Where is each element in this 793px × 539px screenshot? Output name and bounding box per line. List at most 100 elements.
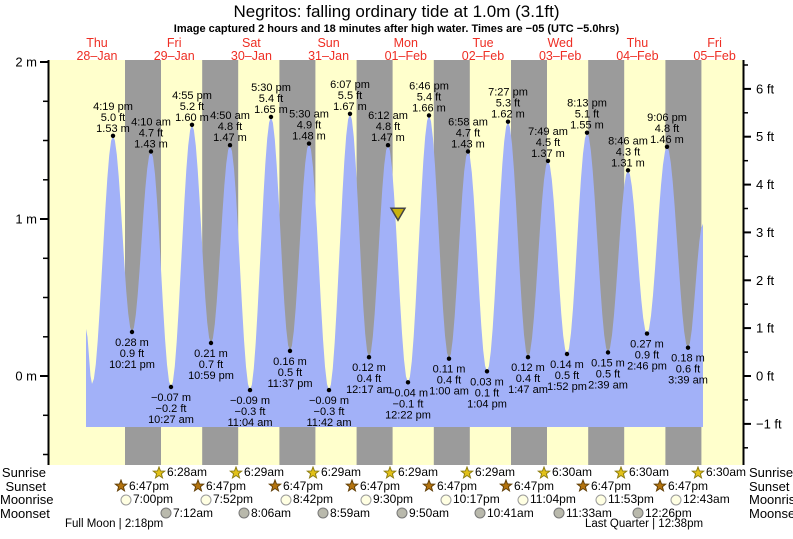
- sunrise-icon: [460, 465, 474, 480]
- sunset-icon: [576, 479, 590, 493]
- sunrise-time: 6:29am: [398, 465, 439, 479]
- sunset-time: 6:47pm: [591, 478, 632, 493]
- high-tide-label: 4:50 am 4.8 ft 1.47 m: [210, 110, 250, 144]
- high-tide-point: [385, 143, 391, 148]
- high-tide-point: [505, 119, 511, 124]
- moonrise-time: 11:53pm: [608, 492, 654, 506]
- high-tide-label: 5:30 pm 5.4 ft 1.65 m: [251, 82, 291, 116]
- moonset-time: 11:33am: [566, 505, 612, 520]
- day-label: Mon 01–Feb: [385, 36, 427, 63]
- right-axis-tick-label: 2 ft: [756, 273, 774, 288]
- sunset-row-label-left: Sunset: [5, 478, 46, 494]
- moonrise-icon: [360, 494, 372, 506]
- moonset-entry: 7:12am: [160, 506, 213, 520]
- sunset-row-label-right: Sunset: [749, 478, 790, 494]
- sunrise-entry: 6:29am: [460, 465, 515, 480]
- low-tide-label: 0.03 m 0.1 ft 1:04 pm: [467, 376, 507, 410]
- low-tide-label: 0.16 m 0.5 ft 11:37 pm: [267, 356, 312, 390]
- high-tide-label: 7:49 am 4.5 ft 1.37 m: [528, 126, 568, 160]
- high-tide-label: 6:12 am 4.8 ft 1.47 m: [368, 110, 408, 144]
- low-tide-point: [685, 345, 691, 350]
- moonset-row-label-right: Moonset: [749, 505, 793, 521]
- sunset-icon: [191, 479, 205, 493]
- sunset-entry: 6:47pm: [345, 478, 401, 493]
- moonrise-entry: 11:04pm: [517, 493, 576, 506]
- right-axis-tick-label: 1 ft: [756, 321, 774, 336]
- sunset-time: 6:47pm: [283, 478, 324, 493]
- day-label: Sun 31–Jan: [308, 36, 349, 63]
- sunrise-entry: 6:29am: [229, 465, 285, 479]
- low-tide-label: 0.12 m 0.4 ft 1:47 am: [508, 362, 548, 396]
- right-axis-tick-label: 5 ft: [756, 129, 774, 144]
- low-tide-label: 0.18 m 0.6 ft 3:39 am: [668, 353, 708, 387]
- low-tide-point: [168, 384, 174, 390]
- left-axis-tick-label: 1 m: [15, 212, 37, 227]
- sunrise-time: 6:30am: [629, 465, 670, 479]
- sunrise-time: 6:29am: [244, 465, 285, 479]
- high-tide-point: [306, 141, 312, 146]
- moonset-time: 10:41am: [487, 505, 534, 520]
- page-title: Negritos: falling ordinary tide at 1.0m …: [233, 2, 560, 21]
- moonset-entry: 10:41am: [474, 505, 534, 520]
- moonset-icon: [160, 507, 172, 519]
- moonrise-entry: 8:42pm: [280, 493, 333, 506]
- sunrise-entry: 6:28am: [152, 465, 207, 479]
- low-tide-point: [287, 348, 293, 354]
- low-tide-label: 0.28 m 0.9 ft 10:21 pm: [109, 337, 155, 371]
- sunrise-row-label-left: Sunrise: [1, 465, 46, 480]
- low-tide-label: −0.09 m −0.3 ft 11:04 am: [227, 395, 272, 429]
- sunset-entry: 6:47pm: [576, 478, 632, 493]
- moonrise-row-label-right: Moonrise: [749, 492, 793, 507]
- sunrise-icon: [691, 465, 705, 480]
- moonset-time: 8:59am: [330, 505, 371, 520]
- high-tide-point: [664, 144, 670, 149]
- right-axis-tick-label: 3 ft: [756, 225, 774, 240]
- high-tide-point: [625, 168, 631, 173]
- low-tide-label: −0.09 m −0.3 ft 11:42 am: [306, 395, 351, 429]
- moonset-icon: [553, 507, 565, 519]
- sunset-entry: 6:47pm: [653, 478, 709, 493]
- low-tide-point: [326, 387, 332, 393]
- sunset-time: 6:47pm: [360, 478, 401, 493]
- sunset-time: 6:47pm: [129, 478, 170, 493]
- moonrise-icon: [280, 494, 292, 506]
- sunset-time: 6:47pm: [668, 478, 709, 493]
- moonset-row-label-left: Moonset: [0, 505, 50, 521]
- moonset-entry: 8:06am: [238, 506, 291, 520]
- high-tide-point: [189, 122, 195, 128]
- sunset-icon: [499, 479, 513, 493]
- high-tide-point: [347, 111, 353, 117]
- moonset-icon: [632, 507, 644, 519]
- sunrise-time: 6:30am: [706, 465, 747, 479]
- sunrise-entry: 6:30am: [691, 465, 747, 480]
- moonset-icon: [238, 507, 250, 519]
- sunset-entry: 6:47pm: [191, 478, 247, 493]
- low-tide-label: 0.11 m 0.4 ft 1:00 am: [429, 364, 469, 398]
- sunset-icon: [268, 479, 282, 493]
- moonrise-time: 12:43am: [683, 492, 730, 506]
- low-tide-point: [564, 351, 570, 357]
- sunset-icon: [114, 479, 128, 493]
- moonrise-time: 10:17pm: [453, 492, 500, 506]
- sunset-time: 6:47pm: [206, 478, 247, 493]
- day-label: Fri 05–Feb: [693, 36, 735, 63]
- moonrise-time: 11:04pm: [530, 492, 576, 506]
- capture-info: Image captured 2 hours and 18 minutes af…: [173, 23, 620, 35]
- sunrise-entry: 6:29am: [383, 465, 439, 479]
- low-tide-label: −0.04 m −0.1 ft 12:22 pm: [385, 387, 431, 421]
- low-tide-point: [208, 340, 214, 346]
- low-tide-label: 0.21 m 0.7 ft 10:59 pm: [188, 348, 234, 382]
- sunset-icon: [653, 479, 667, 493]
- day-label: Wed 03–Feb: [539, 36, 581, 63]
- moonrise-icon: [440, 494, 452, 506]
- low-tide-label: 0.27 m 0.9 ft 2:46 pm: [627, 339, 667, 373]
- moonrise-icon: [120, 494, 132, 506]
- moonrise-icon: [517, 494, 529, 506]
- tide-area: [86, 113, 703, 428]
- low-tide-point: [484, 369, 490, 374]
- right-axis-tick-label: 6 ft: [756, 81, 774, 96]
- low-tide-point: [644, 331, 650, 336]
- moonrise-entry: 11:53pm: [595, 493, 654, 506]
